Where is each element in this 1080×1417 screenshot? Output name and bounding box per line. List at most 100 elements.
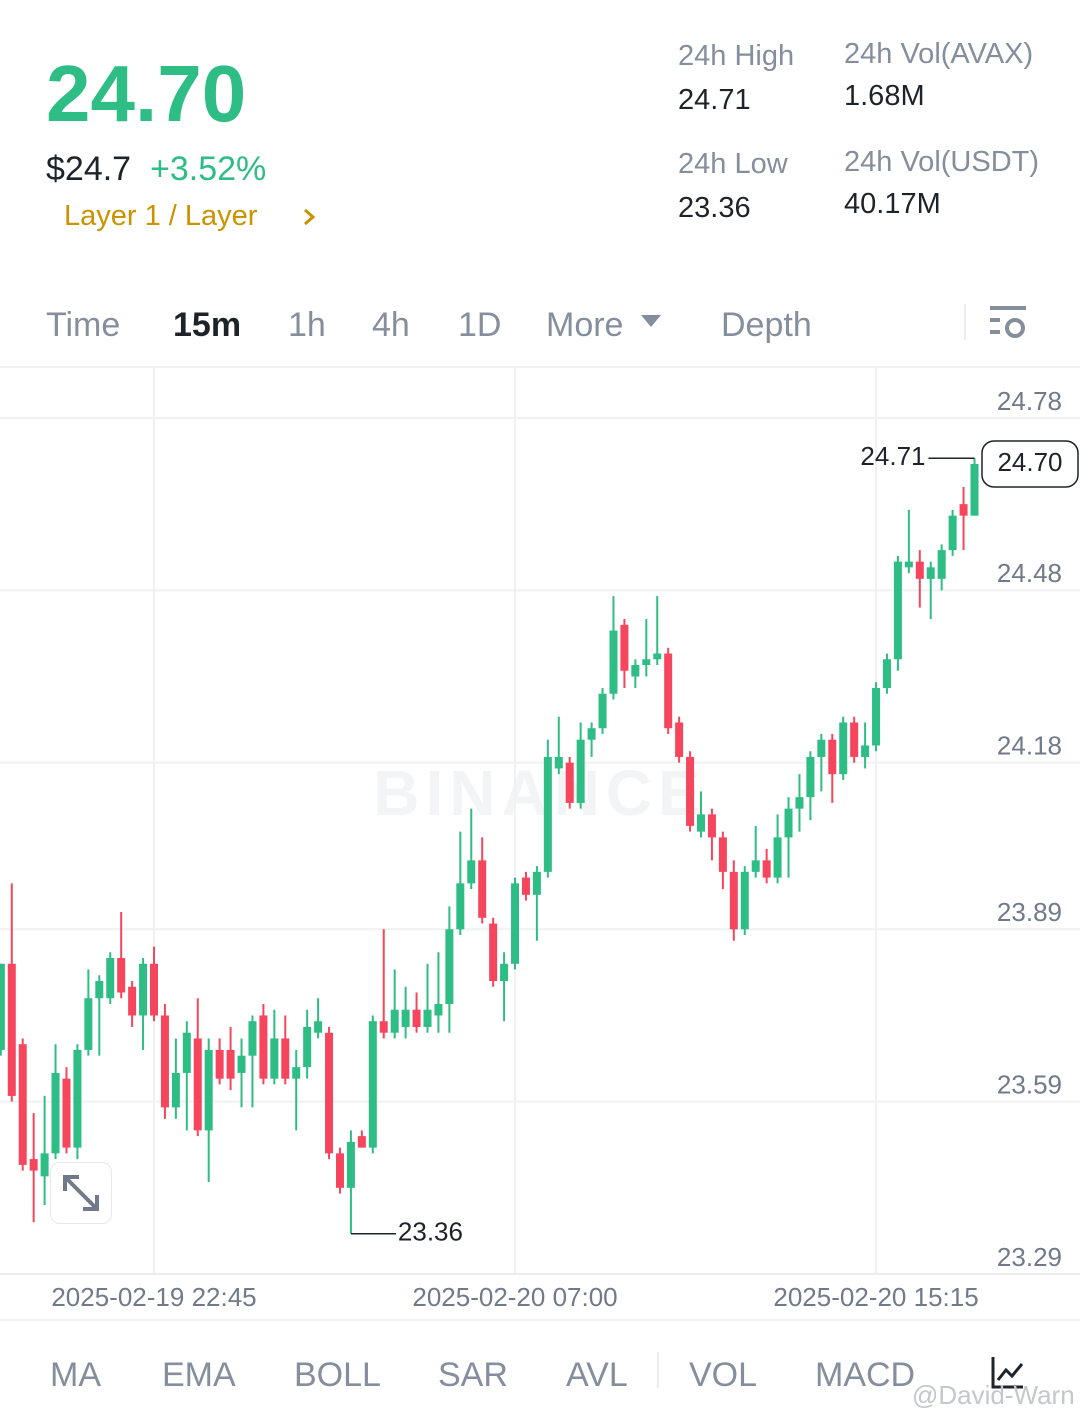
high-marker-label: 24.71 [860,441,925,471]
stat-label: 24h Low [678,148,788,180]
indicator[interactable]: BOLL [294,1356,381,1394]
tab-active[interactable]: 15m [173,306,242,344]
candle-body [215,1049,224,1079]
stat-value: 24.71 [678,84,751,116]
y-tick-label: 23.89 [997,897,1062,927]
user-watermark: @David-Warn [912,1380,1075,1410]
candle-body [795,797,804,809]
candle-body [773,837,782,878]
brand-watermark: BINANCE [373,757,707,829]
candle-body [84,998,93,1050]
candle-body [970,463,979,516]
expand-button[interactable] [50,1162,112,1224]
candle-body [150,963,158,1016]
divider [0,366,1080,368]
candle-body [653,653,662,660]
candle-body [817,739,826,757]
indicator-settings-icon[interactable] [990,1354,1026,1390]
candle-body [139,963,148,1016]
candle-body [806,756,815,798]
candle-body [642,659,651,666]
candle-body [532,871,541,895]
candle-body [511,883,520,964]
candle-body [478,860,487,918]
indicator[interactable]: MACD [815,1356,916,1394]
chevron-icon[interactable] [300,206,320,228]
tab[interactable]: More [546,306,624,344]
candle-body [521,877,530,895]
candle-body [500,963,509,982]
candle-body [73,1049,82,1148]
candle-body [346,1141,355,1188]
candle-body [697,814,705,832]
candle-body [160,1015,169,1108]
tab[interactable]: 4h [372,306,410,344]
tab[interactable]: Depth [721,306,812,344]
y-tick-label: 23.59 [997,1070,1062,1100]
indicator[interactable]: MA [50,1356,101,1394]
y-tick-label: 24.48 [997,558,1062,588]
tab[interactable]: Time [46,306,121,344]
candle-body [390,1009,399,1033]
candle-body [412,1009,421,1027]
category-tag[interactable]: Layer 1 / Layer [64,200,258,232]
candle-body [729,871,738,930]
candle-body [893,561,902,660]
candle-body [51,1072,60,1154]
candle-body [751,860,760,872]
candle-body [204,1049,213,1131]
candle-body [423,1009,432,1027]
candle-body [62,1078,71,1148]
candle-body [259,1015,268,1079]
candle-body [576,739,585,803]
indicator[interactable]: AVL [566,1356,628,1394]
candle-body [686,756,695,826]
candle-body [904,561,913,568]
candle-body [292,1067,301,1079]
last-price-box [981,440,1079,488]
candle-body [598,693,607,729]
candle-body [445,929,454,1004]
last-price-label: 24.70 [997,447,1062,477]
stat-label: 24h High [678,40,795,72]
x-tick-label: 2025-02-20 07:00 [412,1282,617,1312]
tab[interactable]: 1D [458,306,502,344]
candle-body [675,722,684,757]
candle-body [281,1038,290,1079]
candle-body [117,958,126,993]
y-tick-label: 23.29 [997,1242,1062,1272]
x-tick-label: 2025-02-19 22:45 [51,1282,256,1312]
candle-body [106,958,115,999]
candle-body [303,1026,312,1068]
candle-body [882,659,891,689]
expand-icon [63,1175,99,1211]
candle-body [434,1003,443,1016]
stat-label: 24h Vol(AVAX) [844,38,1034,70]
candle-body [926,567,935,579]
indicator[interactable]: EMA [162,1356,236,1394]
candle-body [467,860,476,884]
tab[interactable]: 1h [288,306,326,344]
candle-body [18,1044,27,1165]
candle-body [948,515,957,551]
divider [0,1319,1080,1321]
candle-body [740,871,749,930]
separator [964,304,966,340]
settings-icon[interactable] [988,304,1028,342]
candle-body [335,1153,344,1188]
stat-value: 23.36 [678,192,751,224]
indicator[interactable]: VOL [689,1356,758,1394]
candle-body [182,1032,191,1073]
indicator[interactable]: SAR [438,1356,508,1394]
candle-body [325,1032,334,1154]
candle-body [861,745,870,757]
candle-body [609,630,618,694]
candle-body [314,1021,323,1033]
candle-body [620,624,629,671]
candle-body [959,504,968,516]
candle-body [664,653,673,729]
candle-body [379,1021,388,1033]
stat-label: 24h Vol(USDT) [844,146,1040,178]
candle-body [29,1159,38,1171]
